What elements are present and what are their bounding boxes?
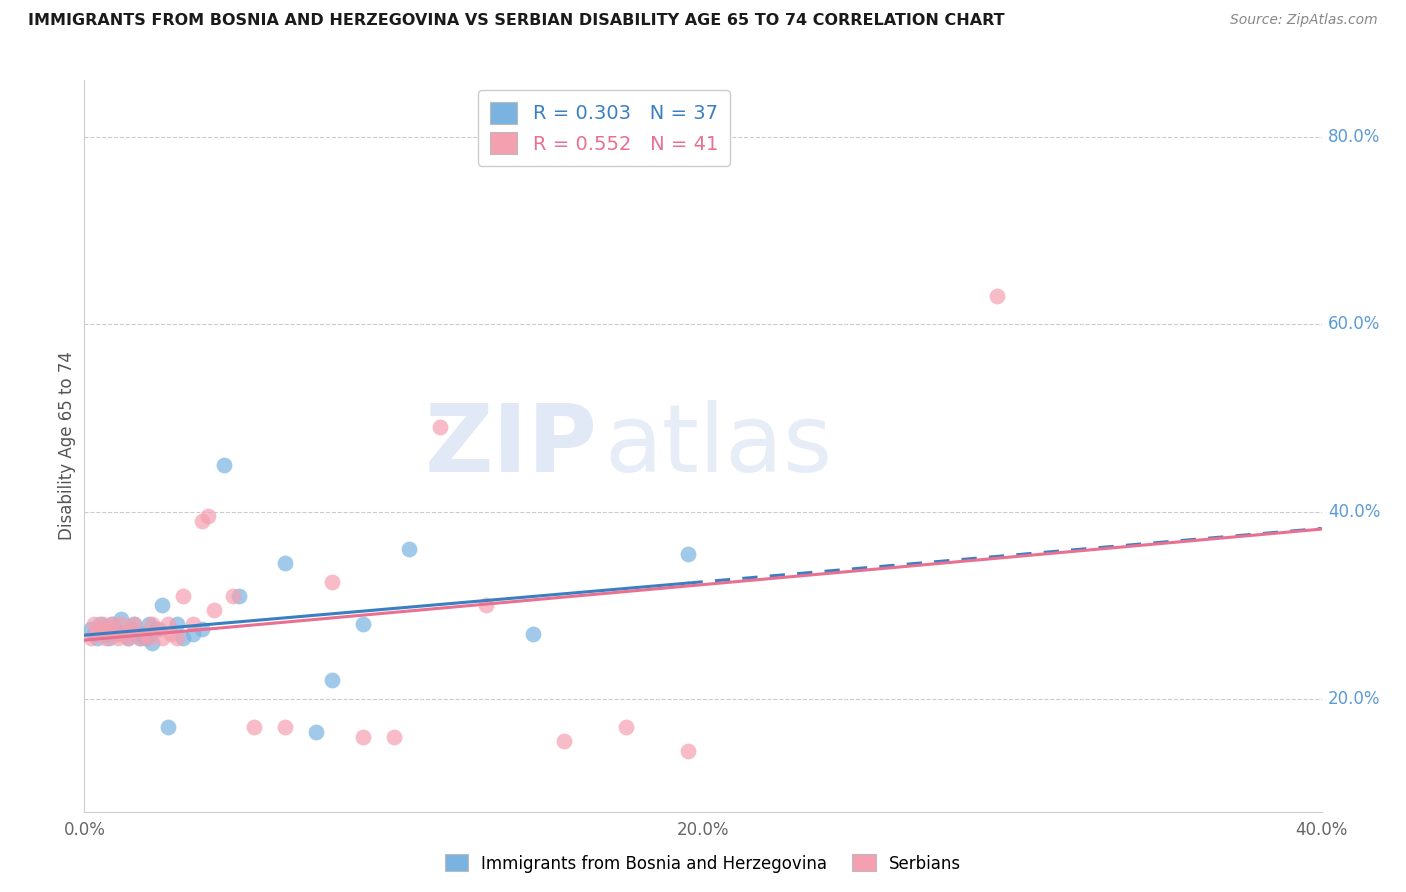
Point xyxy=(117,632,139,646)
Point xyxy=(125,626,148,640)
Text: 80.0%: 80.0% xyxy=(1327,128,1381,145)
Point xyxy=(150,599,173,613)
Point xyxy=(107,632,129,646)
Point xyxy=(614,720,637,734)
Point xyxy=(150,632,173,646)
Point xyxy=(228,589,250,603)
Point xyxy=(122,617,145,632)
Point xyxy=(135,632,157,646)
Point xyxy=(94,632,117,646)
Point xyxy=(986,289,1008,303)
Point xyxy=(104,622,127,636)
Point xyxy=(89,617,111,632)
Point xyxy=(191,514,214,528)
Point xyxy=(135,626,157,640)
Point xyxy=(86,632,108,646)
Point xyxy=(676,744,699,758)
Point xyxy=(160,626,183,640)
Point xyxy=(156,720,179,734)
Point xyxy=(429,420,451,434)
Point xyxy=(141,617,163,632)
Point xyxy=(676,547,699,561)
Point xyxy=(83,617,105,632)
Point xyxy=(101,617,124,632)
Point xyxy=(522,626,544,640)
Text: atlas: atlas xyxy=(605,400,832,492)
Point xyxy=(94,626,117,640)
Point xyxy=(222,589,245,603)
Point xyxy=(120,622,142,636)
Point xyxy=(475,599,498,613)
Point xyxy=(132,626,155,640)
Point xyxy=(138,617,160,632)
Point xyxy=(114,626,136,640)
Point xyxy=(138,632,160,646)
Text: 20.0%: 20.0% xyxy=(1327,690,1381,708)
Point xyxy=(243,720,266,734)
Point xyxy=(352,617,374,632)
Legend: R = 0.303   N = 37, R = 0.552   N = 41: R = 0.303 N = 37, R = 0.552 N = 41 xyxy=(478,90,730,166)
Point xyxy=(166,632,188,646)
Text: 40.0%: 40.0% xyxy=(1327,503,1381,521)
Y-axis label: Disability Age 65 to 74: Disability Age 65 to 74 xyxy=(58,351,76,541)
Point xyxy=(156,617,179,632)
Point xyxy=(110,612,132,626)
Point xyxy=(148,622,170,636)
Point xyxy=(91,617,114,632)
Point xyxy=(120,622,142,636)
Point xyxy=(166,617,188,632)
Point xyxy=(321,673,343,688)
Text: ZIP: ZIP xyxy=(425,400,598,492)
Text: Source: ZipAtlas.com: Source: ZipAtlas.com xyxy=(1230,13,1378,28)
Point xyxy=(553,734,575,748)
Point xyxy=(83,626,105,640)
Point xyxy=(305,725,328,739)
Point xyxy=(382,730,405,744)
Point xyxy=(79,632,101,646)
Text: IMMIGRANTS FROM BOSNIA AND HERZEGOVINA VS SERBIAN DISABILITY AGE 65 TO 74 CORREL: IMMIGRANTS FROM BOSNIA AND HERZEGOVINA V… xyxy=(28,13,1005,29)
Point xyxy=(89,626,111,640)
Point xyxy=(398,542,420,557)
Point xyxy=(181,617,204,632)
Point xyxy=(212,458,235,472)
Text: 60.0%: 60.0% xyxy=(1327,315,1381,333)
Point xyxy=(202,603,225,617)
Point xyxy=(197,509,219,524)
Point xyxy=(274,556,297,570)
Point xyxy=(98,622,121,636)
Point xyxy=(172,632,194,646)
Point xyxy=(129,632,152,646)
Point xyxy=(86,622,108,636)
Point xyxy=(114,626,136,640)
Point xyxy=(172,589,194,603)
Point xyxy=(104,626,127,640)
Point xyxy=(98,632,121,646)
Point xyxy=(110,617,132,632)
Point xyxy=(91,622,114,636)
Point xyxy=(101,617,124,632)
Point xyxy=(321,574,343,589)
Point xyxy=(145,622,167,636)
Point xyxy=(107,626,129,640)
Point xyxy=(129,632,152,646)
Point xyxy=(191,622,214,636)
Legend: Immigrants from Bosnia and Herzegovina, Serbians: Immigrants from Bosnia and Herzegovina, … xyxy=(439,847,967,880)
Point xyxy=(141,636,163,650)
Point xyxy=(122,617,145,632)
Point xyxy=(352,730,374,744)
Point xyxy=(274,720,297,734)
Point xyxy=(181,626,204,640)
Point xyxy=(79,622,101,636)
Point xyxy=(117,632,139,646)
